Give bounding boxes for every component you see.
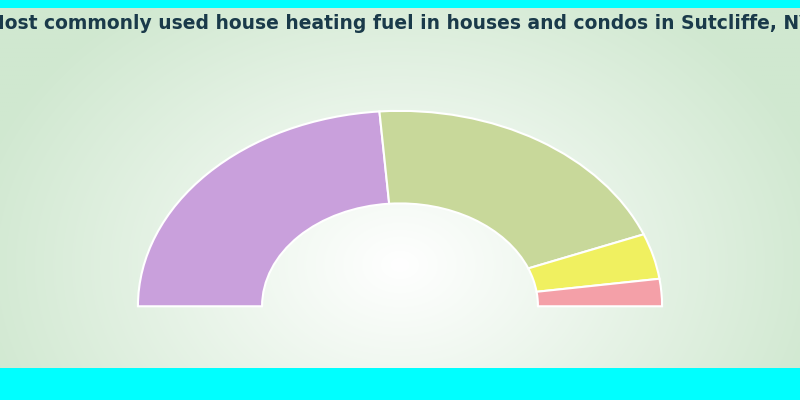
Text: Most commonly used house heating fuel in houses and condos in Sutcliffe, NV: Most commonly used house heating fuel in…	[0, 14, 800, 33]
Wedge shape	[138, 112, 389, 306]
Wedge shape	[379, 111, 644, 268]
Wedge shape	[528, 234, 659, 292]
Wedge shape	[537, 279, 662, 306]
